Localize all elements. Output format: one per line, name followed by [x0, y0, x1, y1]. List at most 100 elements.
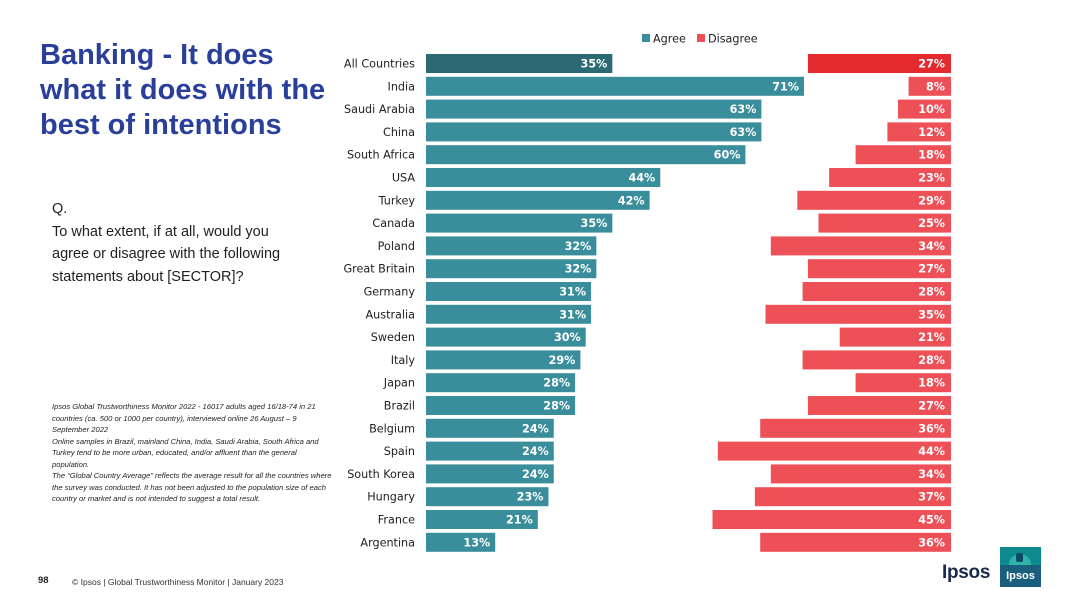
- source-note-line: Ipsos Global Trustworthiness Monitor 202…: [52, 402, 316, 434]
- agree-bar: [426, 168, 661, 187]
- category-label: Hungary: [367, 491, 415, 504]
- agree-bar: [426, 122, 762, 142]
- agree-value-label: 63%: [730, 126, 757, 139]
- category-label: France: [378, 514, 415, 527]
- disagree-bar: [807, 259, 951, 279]
- page-number: 98: [38, 575, 49, 586]
- agree-legend-label: Agree: [653, 33, 686, 46]
- disagree-value-label: 29%: [918, 194, 945, 207]
- agree-value-label: 13%: [463, 536, 490, 549]
- disagree-bar: [898, 99, 951, 119]
- disagree-value-label: 27%: [918, 58, 945, 71]
- disagree-value-label: 34%: [918, 468, 945, 481]
- category-label: Japan: [383, 377, 415, 390]
- disagree-value-label: 34%: [918, 240, 945, 253]
- disagree-value-label: 18%: [918, 377, 945, 390]
- disagree-bar: [760, 532, 951, 552]
- ipsos-badge-text: Ipsos: [1006, 570, 1035, 582]
- agree-value-label: 35%: [581, 58, 608, 71]
- agree-value-label: 24%: [522, 468, 549, 481]
- category-label: USA: [392, 172, 415, 185]
- agree-value-label: 28%: [543, 400, 570, 413]
- disagree-bar: [855, 373, 951, 393]
- disagree-value-label: 8%: [926, 80, 945, 93]
- disagree-value-label: 25%: [918, 217, 945, 230]
- category-label: India: [388, 80, 415, 93]
- agree-value-label: 32%: [565, 263, 592, 276]
- disagree-bar: [797, 190, 951, 210]
- disagree-bar: [855, 145, 951, 165]
- agree-bar: [426, 236, 597, 256]
- agree-value-label: 32%: [565, 240, 592, 253]
- disagree-value-label: 45%: [918, 514, 945, 527]
- agree-legend-swatch: [642, 34, 650, 42]
- agree-value-label: 63%: [730, 103, 757, 116]
- agree-value-label: 24%: [522, 445, 549, 458]
- disagree-bar: [818, 213, 951, 233]
- disagree-value-label: 28%: [918, 286, 945, 299]
- category-label: Canada: [372, 217, 415, 230]
- disagree-value-label: 12%: [918, 126, 945, 139]
- agree-value-label: 31%: [559, 308, 586, 321]
- agree-bar: [426, 145, 746, 165]
- disagree-bar: [802, 282, 951, 301]
- agree-value-label: 23%: [517, 491, 544, 504]
- agree-value-label: 35%: [581, 217, 608, 230]
- source-note-line: The “Global Country Average” reflects th…: [52, 471, 332, 503]
- category-label: Great Britain: [343, 263, 415, 276]
- disagree-value-label: 27%: [918, 400, 945, 413]
- agree-value-label: 60%: [714, 149, 741, 162]
- category-label: Argentina: [360, 536, 415, 549]
- survey-question: Q. To what extent, if at all, would you …: [52, 198, 292, 288]
- disagree-value-label: 44%: [918, 445, 945, 458]
- source-note-line: Online samples in Brazil, mainland China…: [52, 436, 319, 469]
- category-label: Belgium: [369, 422, 415, 435]
- disagree-value-label: 35%: [918, 308, 945, 321]
- category-label: Italy: [391, 354, 416, 367]
- category-label: Brazil: [384, 400, 415, 413]
- question-text: To what extent, if at all, would you agr…: [52, 223, 281, 285]
- agree-value-label: 42%: [618, 194, 645, 207]
- category-label: All Countries: [344, 58, 415, 71]
- chart-legend: Agree Disagree: [642, 33, 758, 46]
- agree-value-label: 44%: [628, 172, 655, 185]
- disagree-bar: [839, 327, 951, 347]
- category-label: Spain: [384, 445, 415, 458]
- question-prefix: Q.: [52, 201, 68, 217]
- disagree-bar: [829, 168, 951, 187]
- category-label: Poland: [378, 240, 415, 253]
- disagree-bar: [712, 510, 951, 529]
- disagree-value-label: 27%: [918, 263, 945, 276]
- disagree-bar: [887, 122, 951, 142]
- agree-value-label: 24%: [522, 422, 549, 435]
- disagree-value-label: 37%: [918, 491, 945, 504]
- footer-text: © Ipsos | Global Trustworthiness Monitor…: [72, 577, 284, 587]
- disagree-value-label: 10%: [918, 103, 945, 116]
- agree-bar: [426, 373, 576, 393]
- disagree-bar: [770, 236, 951, 256]
- agree-bar: [426, 213, 613, 233]
- category-label: Sweden: [371, 331, 415, 344]
- agree-bar: [426, 54, 613, 73]
- disagree-value-label: 21%: [918, 331, 945, 344]
- disagree-bar: [908, 76, 951, 96]
- source-note: Ipsos Global Trustworthiness Monitor 202…: [52, 401, 332, 505]
- agree-bar: [426, 510, 538, 529]
- agree-value-label: 71%: [772, 80, 799, 93]
- disagree-bar: [760, 418, 951, 438]
- category-label: China: [383, 126, 415, 139]
- agree-bar: [426, 76, 805, 96]
- disagree-bar: [770, 464, 951, 484]
- agree-bar: [426, 327, 586, 347]
- disagree-value-label: 28%: [918, 354, 945, 367]
- agree-bar: [426, 487, 549, 507]
- agree-value-label: 29%: [549, 354, 576, 367]
- category-label: Germany: [364, 286, 416, 299]
- disagree-bar: [807, 396, 951, 415]
- category-label: Australia: [366, 308, 416, 321]
- category-label: Turkey: [378, 194, 416, 207]
- ipsos-wordmark-logo: Ipsos: [942, 562, 991, 583]
- disagree-value-label: 36%: [918, 536, 945, 549]
- agree-bar: [426, 190, 650, 210]
